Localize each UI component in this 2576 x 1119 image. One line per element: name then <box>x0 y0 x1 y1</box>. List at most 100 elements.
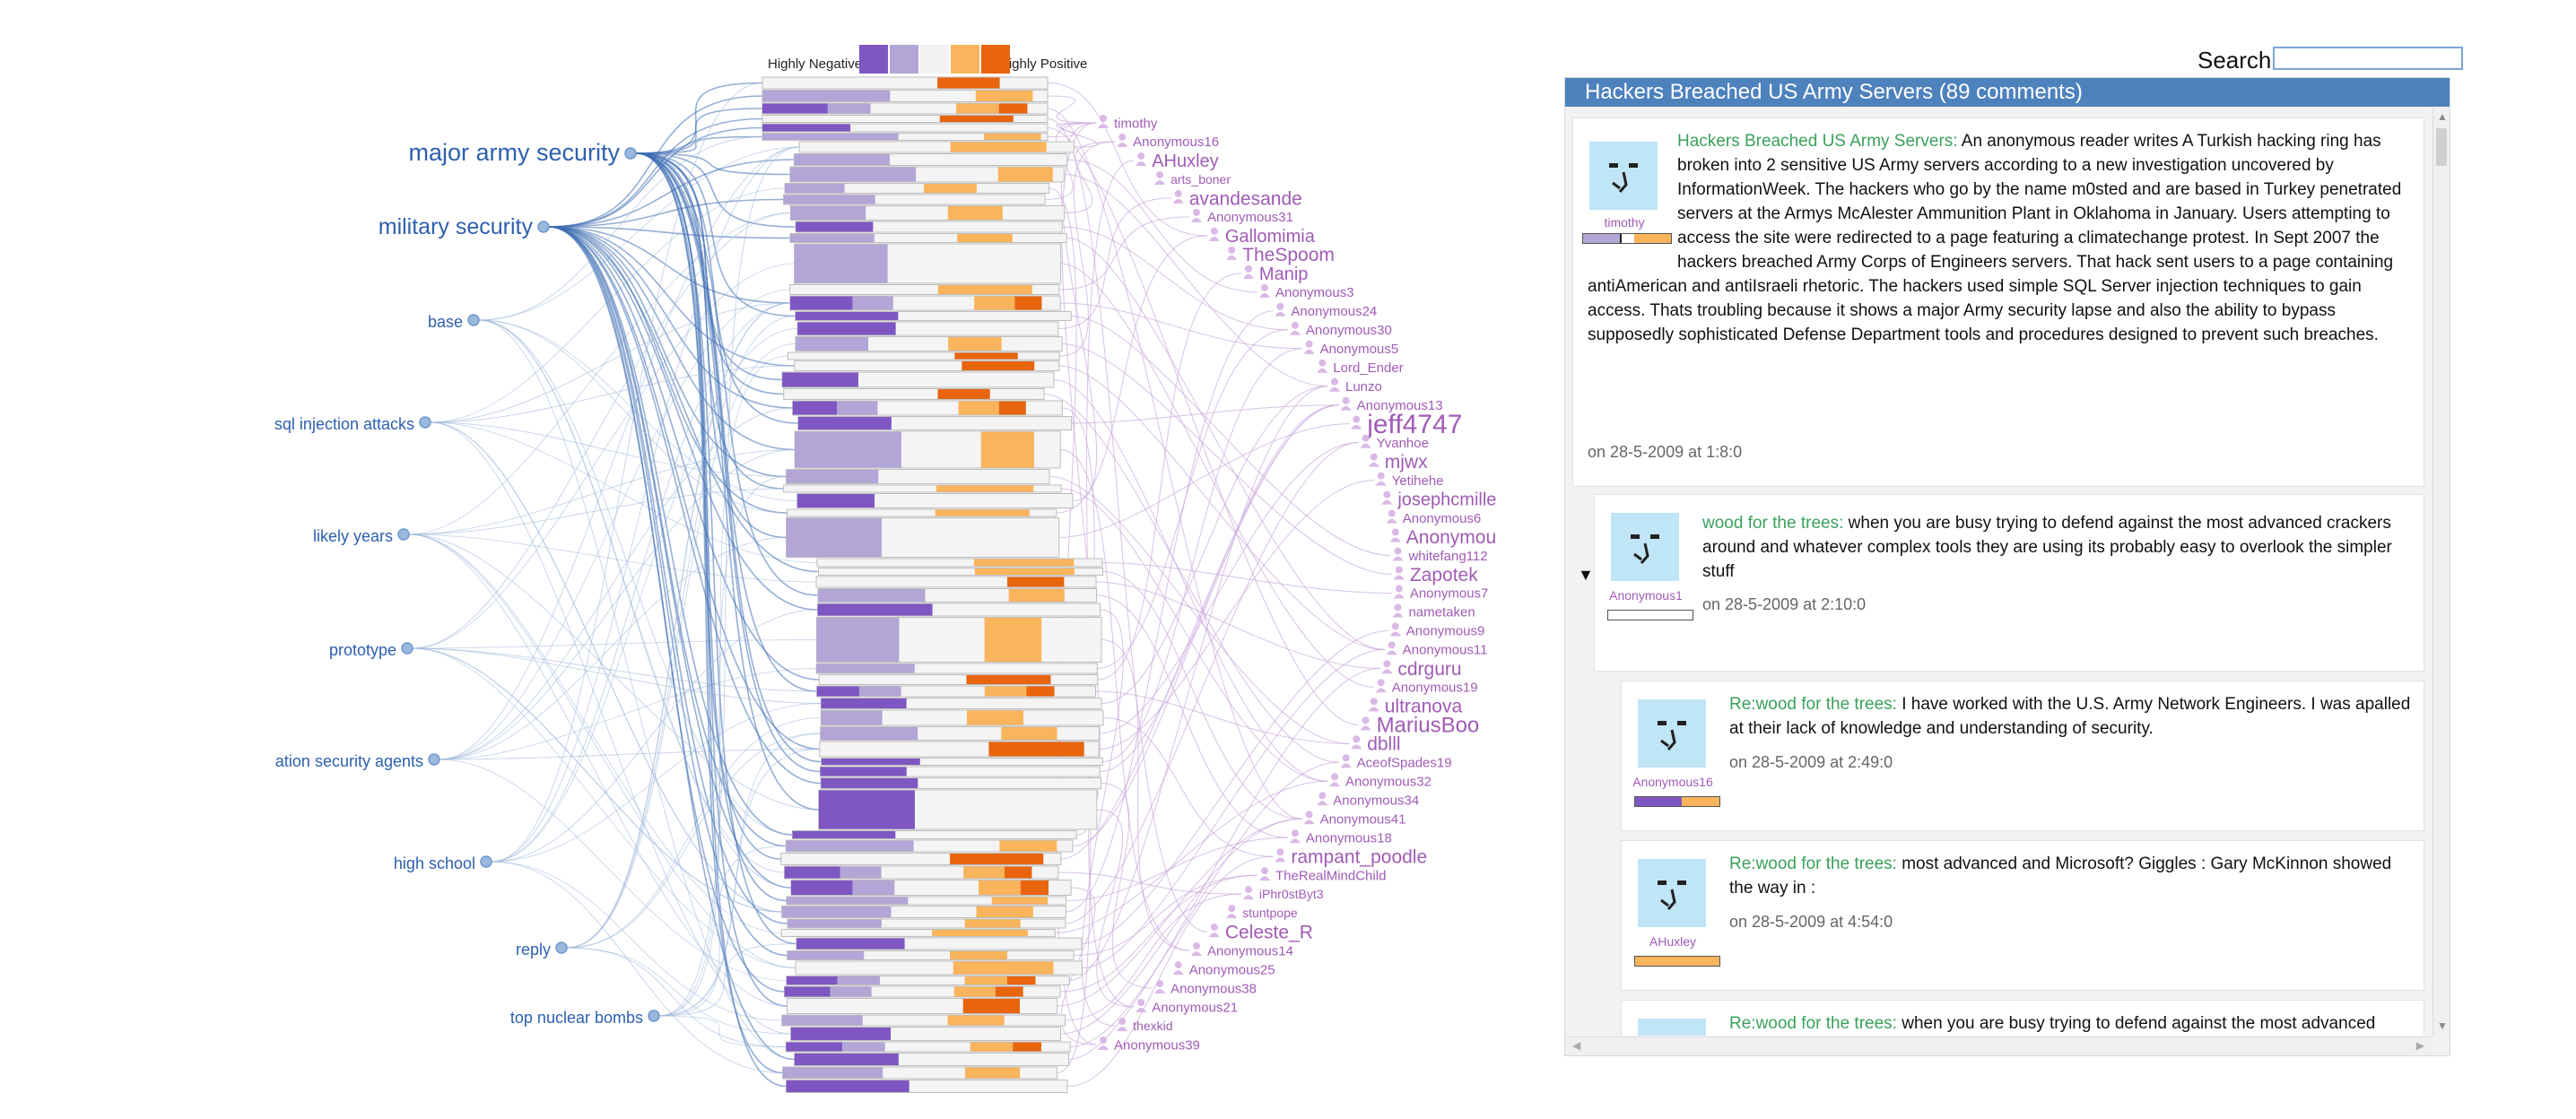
sentiment-row[interactable] <box>794 360 1060 371</box>
topic-label[interactable]: ation security agents <box>275 752 423 770</box>
comment-title[interactable]: Re:wood for the trees: <box>1729 695 1897 714</box>
search-input[interactable] <box>2273 47 2463 70</box>
user-label[interactable]: mjwx <box>1385 452 1428 473</box>
sentiment-row[interactable] <box>789 284 1060 295</box>
user-label[interactable]: Anonymou <box>1406 527 1496 548</box>
user-label[interactable]: MariusBoo <box>1377 714 1480 738</box>
user-label[interactable]: Anonymous34 <box>1333 794 1419 809</box>
sentiment-row[interactable] <box>794 1053 1070 1066</box>
sentiment-row[interactable] <box>761 115 1049 123</box>
user-label[interactable]: Anonymous21 <box>1152 1000 1238 1015</box>
comment-card[interactable]: AHuxley Re:wood for the trees: most advan… <box>1621 840 2424 991</box>
sentiment-row[interactable] <box>815 576 1097 588</box>
comment-author[interactable]: AHuxley <box>1649 934 1697 949</box>
sentiment-row[interactable] <box>761 123 1049 133</box>
user-label[interactable]: Gallomimia <box>1225 227 1316 247</box>
topic-node-dot[interactable] <box>428 753 440 766</box>
scroll-up-icon[interactable]: ▲ <box>2437 110 2448 123</box>
topic-label[interactable]: sql injection attacks <box>274 415 414 433</box>
sentiment-row[interactable] <box>787 508 1057 517</box>
user-label[interactable]: avandesande <box>1189 188 1302 209</box>
sentiment-row[interactable] <box>784 183 1050 194</box>
user-label[interactable]: iPhr0stByt3 <box>1259 887 1324 901</box>
topic-node-dot[interactable] <box>467 314 480 326</box>
user-label[interactable]: Anonymous24 <box>1291 304 1377 319</box>
sentiment-row[interactable] <box>818 674 1099 685</box>
scroll-down-icon[interactable]: ▼ <box>2437 1019 2448 1032</box>
user-label[interactable]: AHuxley <box>1152 152 1218 171</box>
user-label[interactable]: Anonymous19 <box>1392 681 1478 696</box>
user-label[interactable]: dblll <box>1367 734 1400 755</box>
topic-label[interactable]: military security <box>379 214 534 239</box>
user-label[interactable]: nametaken <box>1408 605 1475 620</box>
vertical-scrollbar[interactable]: ▲ ▼ <box>2432 107 2450 1036</box>
user-label[interactable]: Anonymous9 <box>1406 624 1485 639</box>
user-label[interactable]: Anonymous32 <box>1345 775 1432 790</box>
sentiment-row[interactable] <box>816 558 1103 568</box>
user-label[interactable]: cdrguru <box>1397 659 1461 680</box>
topic-label[interactable]: reply <box>516 941 551 959</box>
sentiment-row[interactable] <box>816 685 1097 698</box>
sentiment-row[interactable] <box>785 839 1074 853</box>
user-label[interactable]: Anonymous18 <box>1306 830 1392 846</box>
sentiment-row[interactable] <box>821 758 1103 766</box>
sentiment-row[interactable] <box>820 777 1102 789</box>
thread-body[interactable]: ▼ timothy Hackers Breached US Army Server… <box>1565 107 2432 1036</box>
sentiment-row[interactable] <box>798 141 1075 153</box>
comment-card[interactable]: Anonymous1 wood for the trees: when you a… <box>1594 494 2424 672</box>
sentiment-row[interactable] <box>790 880 1072 896</box>
sentiment-row[interactable] <box>818 789 1098 830</box>
user-label[interactable]: whitefang112 <box>1407 549 1487 564</box>
comment-card[interactable]: Anonymous16 Re:wood for the trees: I have… <box>1621 681 2424 831</box>
sentiment-row[interactable] <box>781 371 1055 388</box>
sentiment-row[interactable] <box>761 102 1049 115</box>
sentiment-row[interactable] <box>786 517 1060 558</box>
user-label[interactable]: rampant_poodle <box>1291 847 1427 868</box>
user-label[interactable]: Anonymous30 <box>1306 323 1392 338</box>
user-label[interactable]: Anonymous6 <box>1403 511 1482 526</box>
sentiment-row[interactable] <box>761 90 1049 102</box>
topic-node-dot[interactable] <box>480 855 492 868</box>
sentiment-row[interactable] <box>789 233 1067 243</box>
user-label[interactable]: Manip <box>1259 265 1308 284</box>
sentiment-row[interactable] <box>781 1014 1066 1027</box>
sentiment-row[interactable] <box>815 663 1098 674</box>
topic-node-dot[interactable] <box>648 1010 660 1022</box>
user-label[interactable]: TheRealMindChild <box>1275 868 1386 883</box>
user-label[interactable]: ultranova <box>1385 697 1463 717</box>
user-label[interactable]: timothy <box>1114 116 1158 131</box>
sentiment-row[interactable] <box>820 766 1101 777</box>
sentiment-row[interactable] <box>784 985 1061 998</box>
user-label[interactable]: Anonymous38 <box>1171 981 1257 996</box>
user-label[interactable]: josephcmille <box>1397 490 1496 510</box>
user-label[interactable]: Zapotek <box>1410 565 1478 586</box>
sentiment-row[interactable] <box>786 896 1067 906</box>
comment-title[interactable]: Re:wood for the trees: <box>1729 854 1897 873</box>
user-label[interactable]: Anonymous11 <box>1403 643 1488 658</box>
sentiment-row[interactable] <box>785 1041 1071 1053</box>
sentiment-row[interactable] <box>794 243 1062 284</box>
user-label[interactable]: Anonymous3 <box>1275 285 1354 300</box>
scroll-thumb[interactable] <box>2436 128 2447 166</box>
topic-node-dot[interactable] <box>537 221 550 233</box>
topic-label[interactable]: high school <box>394 854 475 872</box>
comment-title[interactable]: Hackers Breached US Army Servers: <box>1677 132 1958 151</box>
topic-label[interactable]: top nuclear bombs <box>510 1009 643 1027</box>
user-label[interactable]: Anonymous39 <box>1114 1037 1200 1053</box>
sentiment-row[interactable] <box>789 205 1066 221</box>
horizontal-scrollbar[interactable]: ◀ ▶ <box>1565 1037 2432 1055</box>
sentiment-row[interactable] <box>794 430 1061 469</box>
sentiment-row[interactable] <box>815 617 1102 663</box>
sentiment-row[interactable] <box>796 321 1059 336</box>
sentiment-row[interactable] <box>819 741 1100 758</box>
user-label[interactable]: TheSpoom <box>1242 245 1335 265</box>
user-label[interactable]: Celeste_R <box>1225 922 1313 942</box>
user-label[interactable]: Lunzo <box>1345 379 1382 395</box>
comment-title[interactable]: wood for the trees: <box>1702 514 1844 533</box>
user-label[interactable]: Anonymous25 <box>1189 962 1275 977</box>
sentiment-row[interactable] <box>792 830 1077 839</box>
sentiment-row[interactable] <box>782 1066 1057 1080</box>
sentiment-row[interactable] <box>797 416 1073 430</box>
sentiment-row[interactable] <box>786 469 1050 484</box>
user-label[interactable]: Lord_Ender <box>1333 360 1403 376</box>
